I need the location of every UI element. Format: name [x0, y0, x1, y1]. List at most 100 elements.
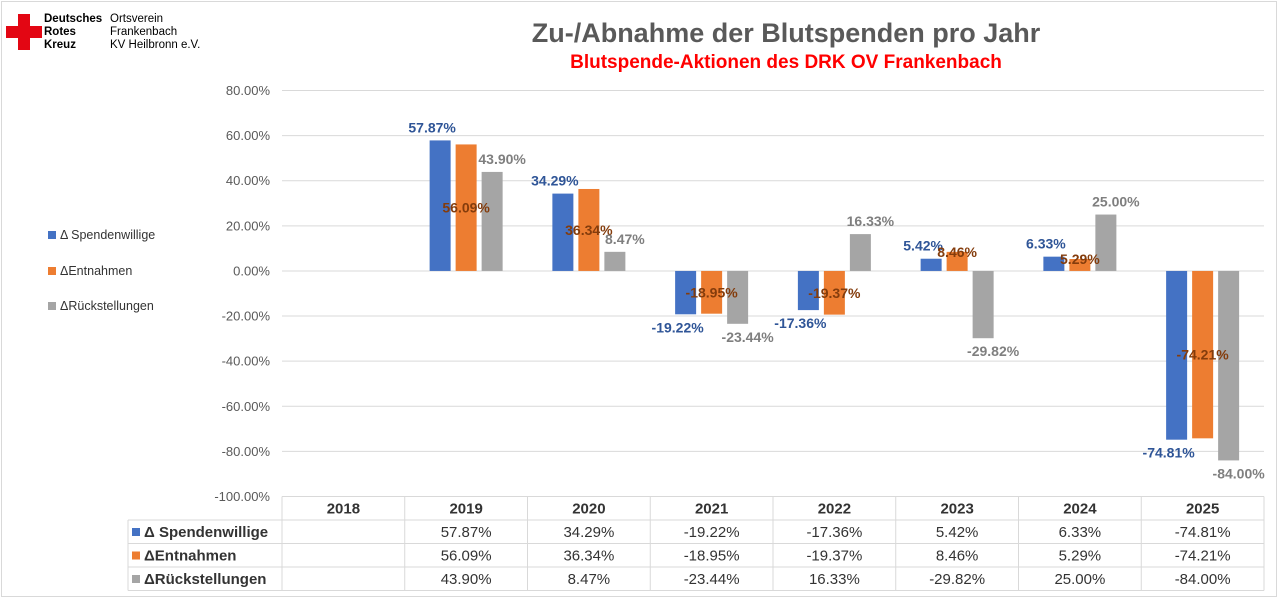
y-tick-label: -80.00% — [222, 444, 271, 459]
legend-swatch — [48, 302, 56, 310]
table-cell: -74.21% — [1175, 548, 1231, 565]
table-cell: -23.44% — [684, 571, 740, 588]
org-line: Deutsches — [44, 13, 103, 25]
table-cell: -17.36% — [806, 524, 862, 541]
table-legend-swatch — [132, 528, 140, 536]
data-label: -19.22% — [652, 319, 705, 335]
x-tick-label: 2019 — [449, 501, 482, 518]
y-tick-label: -60.00% — [222, 399, 271, 414]
table-cell: 5.42% — [936, 524, 979, 541]
data-label: -29.82% — [967, 343, 1020, 359]
table-series-name: ΔRückstellungen — [144, 571, 266, 588]
data-label: -17.36% — [774, 315, 827, 331]
table-cell: -84.00% — [1175, 571, 1231, 588]
data-label: -19.37% — [808, 285, 861, 301]
bar — [1192, 270, 1214, 439]
bar — [481, 171, 503, 271]
table-cell: 16.33% — [809, 571, 860, 588]
y-tick-label: 40.00% — [226, 173, 271, 188]
x-tick-label: 2025 — [1186, 501, 1219, 518]
table-cell: 36.34% — [563, 548, 614, 565]
bar — [972, 270, 994, 339]
data-label: 25.00% — [1092, 194, 1140, 210]
table-cell: 8.47% — [568, 571, 611, 588]
x-tick-label: 2018 — [327, 501, 360, 518]
data-label: 5.29% — [1060, 251, 1100, 267]
table-cell: -29.82% — [929, 571, 985, 588]
table-cell: 25.00% — [1054, 571, 1105, 588]
table-cell: -19.37% — [806, 548, 862, 565]
table-cell: 8.46% — [936, 548, 979, 565]
table-legend-swatch — [132, 575, 140, 583]
bar — [552, 193, 574, 271]
data-label: 36.34% — [565, 222, 613, 238]
y-tick-label: -100.00% — [214, 489, 270, 504]
bar — [1069, 259, 1091, 271]
org-line: Rotes — [44, 26, 76, 38]
bar — [946, 251, 968, 271]
data-label: -74.21% — [1177, 347, 1230, 363]
table-cell: -74.81% — [1175, 524, 1231, 541]
bar — [1043, 256, 1065, 271]
y-tick-label: -40.00% — [222, 354, 271, 369]
data-label: -74.81% — [1143, 445, 1196, 461]
y-tick-label: -20.00% — [222, 309, 271, 324]
org-line: KV Heilbronn e.V. — [110, 39, 201, 51]
data-label: 8.46% — [937, 244, 977, 260]
org-line: Frankenbach — [110, 26, 178, 38]
bar — [797, 270, 819, 311]
chart-subtitle: Blutspende-Aktionen des DRK OV Frankenba… — [570, 52, 1002, 73]
data-label: 8.47% — [605, 231, 645, 247]
legend-label: ΔEntnahmen — [60, 264, 133, 278]
bar — [1218, 270, 1240, 461]
bar — [578, 188, 600, 271]
org-line: Ortsverein — [110, 13, 164, 25]
data-label: 57.87% — [408, 119, 456, 135]
table-cell: -19.22% — [684, 524, 740, 541]
bar — [823, 270, 845, 315]
red-cross-bar-vertical — [18, 14, 30, 50]
bar — [701, 270, 723, 314]
data-label: -84.00% — [1213, 465, 1266, 481]
org-name-bold: Deutsches Rotes Kreuz — [44, 13, 102, 52]
chart-title: Zu-/Abnahme der Blutspenden pro Jahr — [531, 18, 1041, 48]
bar — [455, 144, 477, 271]
x-tick-label: 2023 — [940, 501, 973, 518]
y-tick-label: 60.00% — [226, 128, 271, 143]
y-tick-label: 20.00% — [226, 218, 271, 233]
legend-label: Δ Spendenwillige — [60, 228, 156, 242]
table-cell: 57.87% — [441, 524, 492, 541]
data-label: -18.95% — [686, 284, 739, 300]
data-label: 5.42% — [903, 238, 943, 254]
bar — [1095, 214, 1117, 271]
y-tick-label: 0.00% — [233, 263, 270, 278]
table-cell: 5.29% — [1059, 548, 1102, 565]
data-label: 6.33% — [1026, 236, 1066, 252]
x-tick-label: 2024 — [1063, 501, 1097, 518]
data-label: 34.29% — [531, 173, 579, 189]
data-label: 43.90% — [478, 151, 526, 167]
x-tick-label: 2022 — [818, 501, 851, 518]
legend-label: ΔRückstellungen — [60, 299, 154, 313]
bar — [604, 251, 626, 271]
table-series-name: ΔEntnahmen — [144, 548, 236, 565]
bar — [429, 140, 451, 271]
bar — [1166, 270, 1188, 440]
table-cell: -18.95% — [684, 548, 740, 565]
org-line: Kreuz — [44, 39, 76, 51]
data-label: -23.44% — [722, 329, 775, 345]
data-label: 56.09% — [442, 200, 490, 216]
org-name-detail: Ortsverein Frankenbach KV Heilbronn e.V. — [110, 13, 200, 52]
table-cell: 43.90% — [441, 571, 492, 588]
legend-item: ΔRückstellungen — [48, 299, 154, 313]
bar — [675, 270, 697, 315]
x-tick-label: 2021 — [695, 501, 728, 518]
bar — [727, 270, 749, 324]
legend-swatch — [48, 267, 56, 275]
legend-item: ΔEntnahmen — [48, 264, 132, 278]
legend-swatch — [48, 231, 56, 239]
bar — [920, 258, 942, 271]
red-cross-icon — [6, 14, 42, 50]
